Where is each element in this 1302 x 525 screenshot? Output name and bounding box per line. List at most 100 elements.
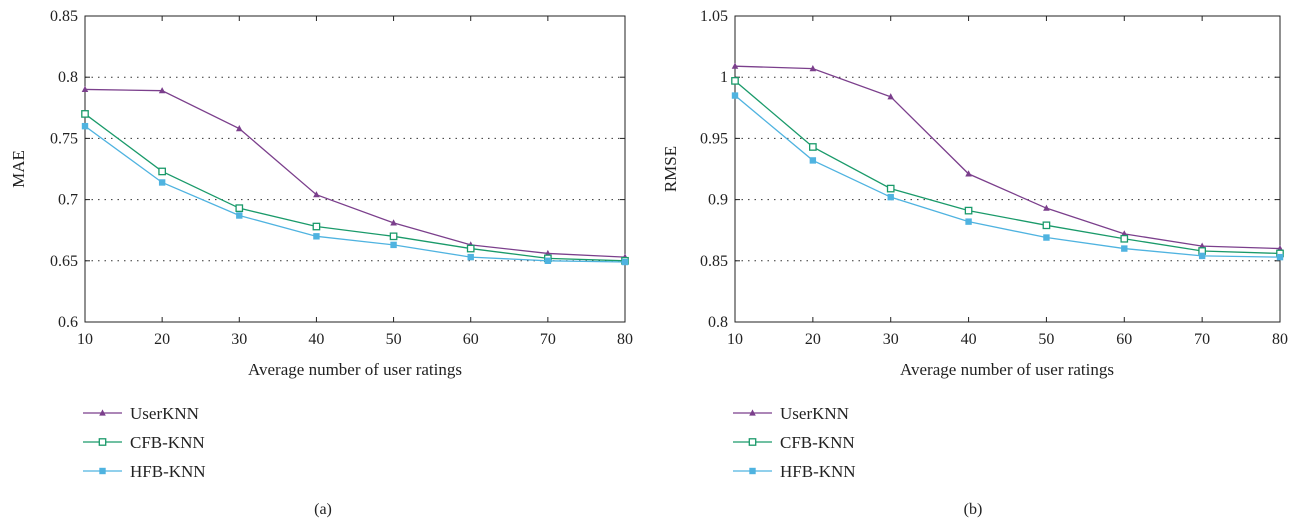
y-tick-label: 1 — [720, 69, 728, 86]
y-axis-title: MAE — [9, 150, 28, 188]
legend-label-userknn: UserKNN — [130, 404, 199, 423]
data-point-hfb-knn — [158, 179, 166, 186]
x-axis-title: Average number of user ratings — [900, 360, 1114, 379]
legend: UserKNN CFB-KNN HFB-KNN — [733, 404, 856, 481]
data-point-cfb-knn — [886, 184, 895, 193]
x-tick-label: 50 — [1038, 331, 1054, 348]
data-point-userknn — [158, 87, 166, 94]
legend-label-hfb-knn: HFB-KNN — [130, 462, 206, 481]
data-point-cfb-knn — [158, 167, 166, 176]
series-group — [731, 62, 1284, 261]
data-point-hfb-knn — [81, 122, 89, 130]
x-axis-ticks: 10 20 30 40 50 60 70 80 — [727, 16, 1288, 348]
legend-marker-cfb-knn — [98, 438, 107, 446]
legend-marker-hfb-knn — [749, 467, 756, 475]
y-tick-label: 0.7 — [58, 192, 78, 209]
data-point-hfb-knn — [731, 92, 739, 99]
data-point-userknn — [731, 62, 739, 69]
y-tick-label: 0.8 — [708, 314, 728, 331]
legend-marker-userknn — [99, 409, 106, 416]
x-tick-label: 50 — [386, 331, 402, 348]
legend-marker-hfb-knn — [99, 467, 106, 475]
panel-caption: (a) — [314, 501, 332, 518]
legend-label-hfb-knn: HFB-KNN — [780, 462, 856, 481]
legend-marker-userknn — [749, 409, 756, 416]
data-point-hfb-knn — [390, 241, 397, 249]
series-line-hfb-knn — [84, 125, 626, 263]
data-point-userknn — [965, 170, 972, 177]
plot-frame — [84, 15, 626, 323]
x-tick-label: 20 — [154, 331, 170, 348]
data-point-cfb-knn — [235, 204, 244, 213]
y-tick-label: 0.6 — [58, 314, 78, 331]
data-point-cfb-knn — [809, 143, 817, 151]
grid-lines — [735, 76, 1280, 262]
data-point-hfb-knn — [1043, 234, 1050, 241]
y-tick-label: 0.9 — [708, 192, 728, 209]
y-tick-label: 0.65 — [50, 253, 78, 270]
legend-marker-cfb-knn — [748, 438, 757, 446]
series-group — [81, 85, 629, 266]
series-line-userknn — [734, 65, 1281, 250]
x-tick-label: 30 — [231, 331, 247, 348]
data-point-userknn — [887, 93, 895, 100]
x-axis-title: Average number of user ratings — [248, 360, 462, 379]
series-line-cfb-knn — [734, 80, 1281, 255]
x-tick-label: 30 — [883, 331, 899, 348]
data-point-hfb-knn — [544, 257, 552, 264]
y-axis-ticks: 0.8 0.85 0.9 0.95 1 1.05 — [700, 8, 1280, 331]
x-tick-label: 20 — [805, 331, 821, 348]
x-tick-label: 60 — [463, 331, 479, 348]
data-point-hfb-knn — [467, 253, 474, 261]
y-axis-title: RMSE — [661, 146, 680, 192]
data-point-hfb-knn — [887, 193, 894, 201]
y-tick-label: 0.85 — [50, 8, 78, 25]
x-axis-ticks: 10 20 30 40 50 60 70 80 — [77, 16, 633, 348]
data-point-hfb-knn — [1198, 252, 1206, 260]
x-tick-label: 10 — [77, 331, 93, 348]
data-point-hfb-knn — [236, 212, 243, 219]
data-point-cfb-knn — [731, 77, 739, 85]
x-tick-label: 70 — [1194, 331, 1210, 348]
x-tick-label: 10 — [727, 331, 743, 348]
legend-label-cfb-knn: CFB-KNN — [780, 433, 855, 452]
series-line-userknn — [84, 88, 626, 258]
data-point-cfb-knn — [389, 232, 398, 241]
data-point-userknn — [313, 191, 320, 198]
legend-label-userknn: UserKNN — [780, 404, 849, 423]
x-tick-label: 40 — [961, 331, 977, 348]
data-point-hfb-knn — [1121, 245, 1128, 252]
x-tick-label: 80 — [1272, 331, 1288, 348]
data-point-userknn — [1043, 204, 1050, 211]
x-tick-label: 40 — [308, 331, 324, 348]
plot-frame — [734, 15, 1281, 323]
x-tick-label: 70 — [540, 331, 556, 348]
data-point-hfb-knn — [313, 233, 320, 240]
data-point-userknn — [81, 85, 89, 93]
y-tick-label: 0.75 — [50, 130, 78, 147]
data-point-userknn — [809, 65, 817, 72]
data-point-cfb-knn — [964, 206, 973, 215]
panel-caption: (b) — [964, 501, 983, 518]
data-point-hfb-knn — [809, 157, 817, 164]
data-point-cfb-knn — [466, 244, 475, 253]
series-line-cfb-knn — [84, 113, 626, 262]
data-point-cfb-knn — [312, 222, 321, 231]
data-point-hfb-knn — [965, 218, 972, 225]
data-point-userknn — [390, 219, 397, 226]
data-point-hfb-knn — [1276, 253, 1284, 261]
y-axis-ticks: 0.6 0.65 0.7 0.75 0.8 0.85 — [50, 8, 625, 331]
series-line-hfb-knn — [734, 95, 1281, 258]
chart-panel-b: 0.8 0.85 0.9 0.95 1 1.05 10 20 30 40 50 60 70 80 Ave… — [661, 8, 1288, 518]
y-tick-label: 0.85 — [700, 253, 728, 270]
y-tick-label: 0.95 — [700, 130, 728, 147]
data-point-cfb-knn — [1120, 234, 1129, 243]
data-point-cfb-knn — [81, 110, 89, 118]
legend-label-cfb-knn: CFB-KNN — [130, 433, 205, 452]
data-point-cfb-knn — [1042, 221, 1051, 230]
x-tick-label: 80 — [617, 331, 633, 348]
data-point-hfb-knn — [621, 258, 629, 266]
legend: UserKNN CFB-KNN HFB-KNN — [83, 404, 206, 481]
grid-lines — [85, 76, 625, 262]
